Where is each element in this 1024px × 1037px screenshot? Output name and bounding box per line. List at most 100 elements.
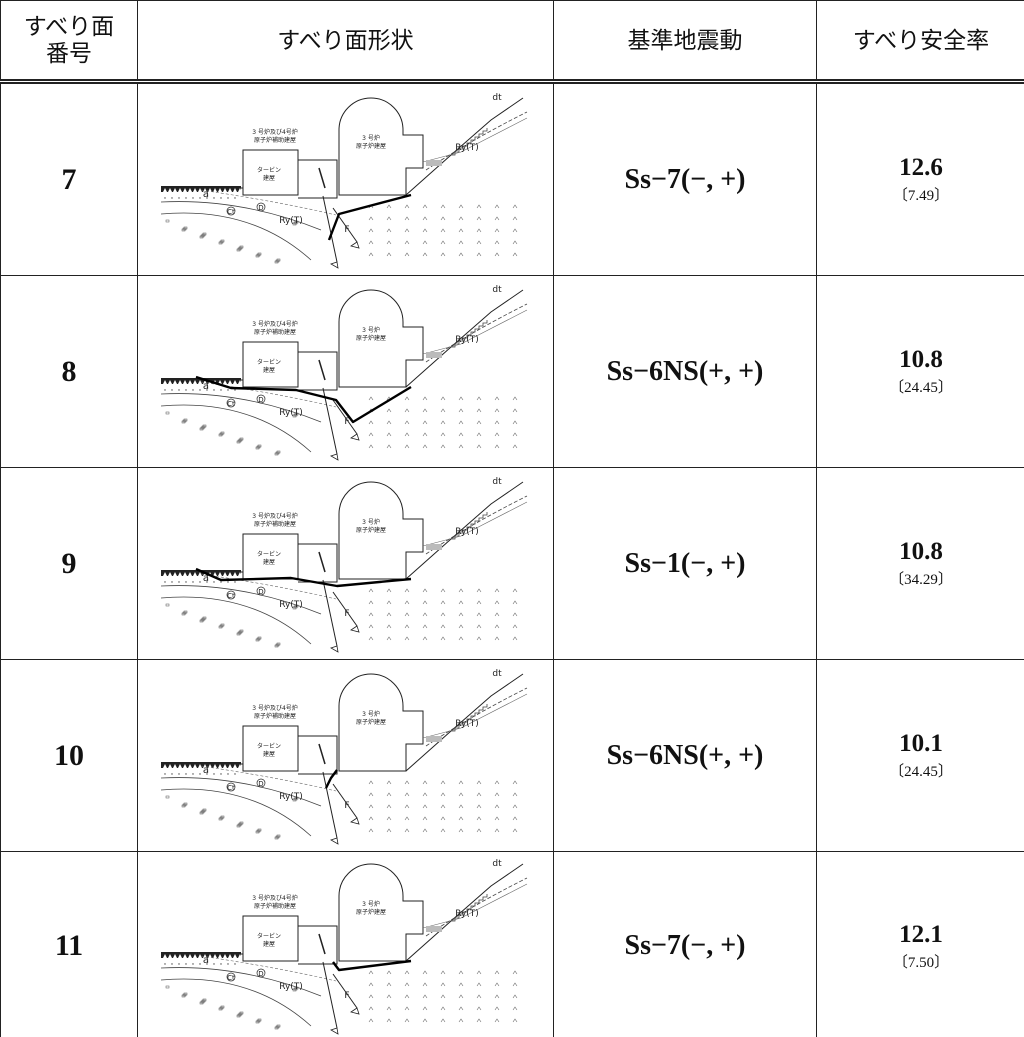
hatch-dot [233, 388, 236, 391]
diagram-label: a [202, 189, 208, 200]
hatch [212, 954, 217, 958]
rock-mark [440, 407, 445, 412]
slip-surface [327, 193, 411, 240]
rock-mark [458, 970, 463, 975]
diagram-label: a [202, 573, 208, 584]
rock-mark [386, 623, 391, 628]
diagram-label: 3 号炉及び4号炉 [252, 894, 298, 902]
diagram-label: タービン [256, 166, 280, 174]
hatch-dot [163, 580, 166, 583]
symbol [226, 398, 235, 407]
rock-mark [440, 635, 445, 640]
rock-mark [422, 970, 427, 975]
rock-mark [512, 239, 517, 244]
rock-mark [404, 215, 409, 220]
rock-mark [368, 443, 373, 448]
hatch [227, 954, 232, 958]
rock-mark [422, 982, 427, 987]
hatch [232, 379, 237, 384]
stratum [160, 596, 311, 644]
hatch [222, 763, 227, 768]
rock-mark [494, 635, 499, 640]
rock-mark [440, 994, 445, 999]
hatch [182, 379, 187, 384]
pointer [317, 933, 326, 955]
safety-factor: 10.1 [899, 730, 943, 757]
safety-cell: 10.8 〔34.29〕 [816, 467, 1024, 660]
rock-mark [422, 1018, 427, 1023]
stratum [422, 693, 527, 738]
reactor-building [338, 863, 423, 962]
rock-mark [476, 443, 481, 448]
pebble [165, 985, 169, 989]
rock-mark [368, 215, 373, 220]
pebble [292, 798, 296, 801]
stratum [425, 303, 527, 362]
diagram-label: dt [492, 93, 502, 103]
rock-mark [368, 623, 373, 628]
pebble [255, 830, 259, 833]
hatch [172, 187, 177, 192]
rock-mark [476, 407, 481, 412]
aux-building [240, 925, 337, 965]
data-row: 9 3 号炉及び4号炉 原子炉補助建屋 3 号炉 原子炉建屋 タービン 建屋 dt Ry(T) R… [0, 467, 1024, 660]
rock-mark [512, 815, 517, 820]
pebble [218, 817, 222, 820]
slip-id: 10 [0, 659, 138, 852]
hatch-dot [191, 963, 194, 965]
hatch [217, 954, 222, 958]
hatch [232, 763, 237, 768]
rock-mark [512, 203, 517, 208]
diagram-label: a [202, 381, 208, 392]
hatch [227, 571, 232, 576]
hatch [162, 763, 167, 768]
hatch-dot [163, 196, 166, 199]
safety-cell: 10.8 〔24.45〕 [816, 275, 1024, 468]
slip-surface [324, 768, 338, 789]
rock-mark [386, 215, 391, 220]
hatch [177, 763, 182, 768]
hatch-dot [198, 580, 201, 583]
hatch-dot [170, 196, 173, 199]
pebble [218, 241, 222, 244]
rock-mark [476, 599, 481, 604]
diagram-label: D [258, 396, 263, 404]
rock-mark [440, 431, 445, 436]
diagram-label: F [344, 991, 349, 1001]
hatch [187, 187, 192, 192]
rock-mark [440, 803, 445, 808]
rock-mark [440, 239, 445, 244]
rock-mark [422, 407, 427, 412]
hatch [177, 954, 182, 958]
hatch [217, 571, 222, 576]
rock-mark [404, 803, 409, 808]
stratum [160, 392, 321, 422]
aux-building [240, 735, 337, 774]
hatch [187, 379, 192, 384]
diagram-label: Ry(T) [455, 527, 479, 537]
diagram-label: 3 号炉 [362, 326, 380, 334]
fault-mark [349, 1007, 360, 1015]
hatch [217, 763, 222, 768]
diagram-label: F [344, 417, 349, 427]
rock-mark [458, 239, 463, 244]
hatch-dot [163, 772, 166, 775]
slip-id: 8 [0, 275, 138, 468]
rock-mark [458, 827, 463, 832]
rock-mark [404, 611, 409, 616]
hatch-dot [226, 772, 229, 775]
hatch [192, 379, 197, 384]
rock-mark [476, 431, 481, 436]
hatch [162, 379, 167, 384]
hatch-dot [205, 772, 208, 775]
symbol [256, 394, 265, 403]
rock-mark [476, 239, 481, 244]
rock-mark [404, 623, 409, 628]
rock-mark [512, 431, 517, 436]
rock-mark [494, 994, 499, 999]
pebble [236, 248, 240, 251]
rock-mark [494, 779, 499, 784]
stratum [160, 776, 321, 806]
rock-mark [494, 251, 499, 256]
